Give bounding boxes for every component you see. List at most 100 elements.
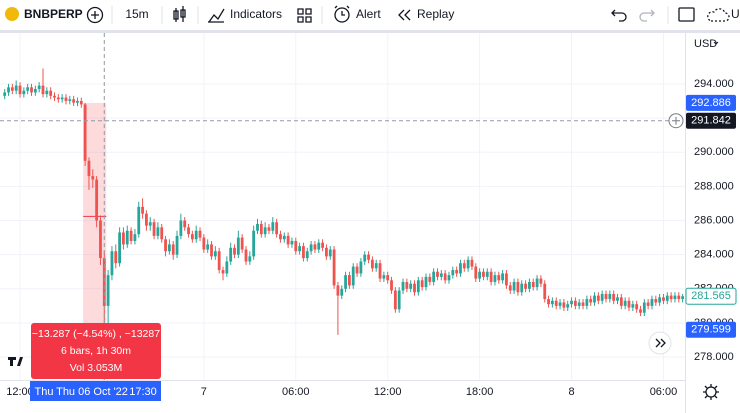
candle-body [439, 273, 443, 277]
candle-body [447, 275, 451, 281]
candle-body [213, 251, 217, 257]
candle-body [413, 283, 416, 293]
alert-icon[interactable] [334, 7, 350, 23]
currency[interactable]: USD [694, 38, 717, 50]
replay-button[interactable]: Replay [417, 7, 454, 21]
y-tick-label: 290.000 [694, 146, 734, 158]
candle-body [259, 223, 263, 235]
candle-body [493, 275, 497, 282]
candle-body [535, 278, 539, 288]
candle-body [416, 280, 420, 293]
candle-body [68, 99, 72, 101]
candle-body [554, 300, 558, 306]
symbol-icon[interactable] [5, 7, 19, 21]
candle-body [133, 234, 137, 241]
candle-body [148, 222, 152, 226]
price-tag-label: 292.886 [691, 97, 731, 109]
symbol[interactable]: BNBPERP [24, 7, 83, 21]
candle-body [256, 223, 259, 231]
x-tick-label: 06:00 [650, 386, 678, 398]
candle-body [382, 275, 386, 279]
layout-name[interactable]: Unnamed [731, 7, 740, 21]
candle-body [608, 293, 612, 300]
candle-body [566, 304, 570, 308]
candle-body [10, 87, 14, 91]
settings-icon [703, 384, 719, 400]
price-tag [686, 94, 736, 111]
candle-body [355, 266, 359, 274]
candle-body [263, 227, 267, 235]
candle-body [631, 304, 635, 308]
candle-body [351, 266, 355, 286]
candle-body [309, 244, 313, 252]
measure-text: 6 bars, 1h 30m [61, 345, 131, 357]
candle-body [95, 179, 99, 221]
candle-body [137, 206, 141, 235]
candle-body [669, 295, 673, 300]
tv-logo [8, 357, 23, 366]
candle-body [616, 297, 619, 301]
candle-body [45, 90, 49, 95]
candle-body [485, 271, 489, 277]
x-tick-label: 06:00 [282, 386, 310, 398]
x-tick-label: 8 [568, 386, 574, 398]
price-tag [686, 321, 736, 338]
candle-body [348, 275, 351, 286]
candle-body [206, 244, 210, 250]
candle-body [482, 271, 485, 277]
candle-body [428, 276, 432, 282]
candle-body [604, 293, 608, 300]
candle-body [646, 302, 650, 306]
currency-caret [713, 41, 719, 45]
candle-body [271, 222, 275, 231]
candle-body [593, 295, 596, 303]
price-tag-label: 291.842 [691, 115, 731, 127]
candle-body [179, 220, 183, 236]
candle-body [570, 300, 573, 305]
candle-body [489, 271, 493, 282]
undo-button[interactable] [611, 9, 627, 22]
candle-body [390, 280, 393, 291]
candle-body [317, 242, 321, 250]
candle-body [164, 239, 167, 252]
interval[interactable]: 15m [125, 7, 148, 21]
candle-body [508, 285, 512, 291]
candle-body [156, 227, 160, 236]
candle-body [125, 230, 129, 245]
candle-body [547, 299, 550, 305]
save-icon[interactable] [707, 8, 730, 22]
candle-body [114, 251, 118, 264]
chart-type-button[interactable] [173, 6, 186, 22]
indicators-icon[interactable] [208, 8, 225, 23]
alert-button[interactable]: Alert [356, 7, 381, 21]
indicators-button[interactable]: Indicators [230, 7, 282, 21]
candle-body [662, 297, 665, 301]
candle-body [152, 222, 156, 236]
replay-icon[interactable] [398, 9, 411, 21]
time-label: Thu 06 Oct '22 [56, 386, 128, 398]
price-tag [685, 287, 737, 305]
candle-body [302, 246, 305, 259]
templates-button[interactable] [297, 8, 312, 23]
candle-body [363, 254, 367, 262]
candle-body [654, 299, 658, 303]
logo-mark [8, 357, 23, 366]
candle-body [432, 271, 436, 282]
redo-button[interactable] [639, 9, 655, 22]
price-tag [686, 112, 736, 129]
candle-body [577, 302, 581, 306]
candle-body [393, 290, 397, 310]
candle-body [183, 220, 187, 228]
candle-body [462, 263, 466, 269]
candle-body [328, 249, 332, 257]
candle-body [627, 300, 631, 308]
candle-body [79, 100, 83, 105]
compare-button[interactable] [86, 6, 104, 24]
candle-body [370, 259, 374, 269]
candle-body [332, 249, 336, 286]
candle-body [91, 176, 95, 180]
candle-body [325, 247, 328, 257]
candle-body [459, 263, 462, 274]
fullscreen-button[interactable] [678, 7, 695, 22]
candle-body [248, 256, 252, 262]
